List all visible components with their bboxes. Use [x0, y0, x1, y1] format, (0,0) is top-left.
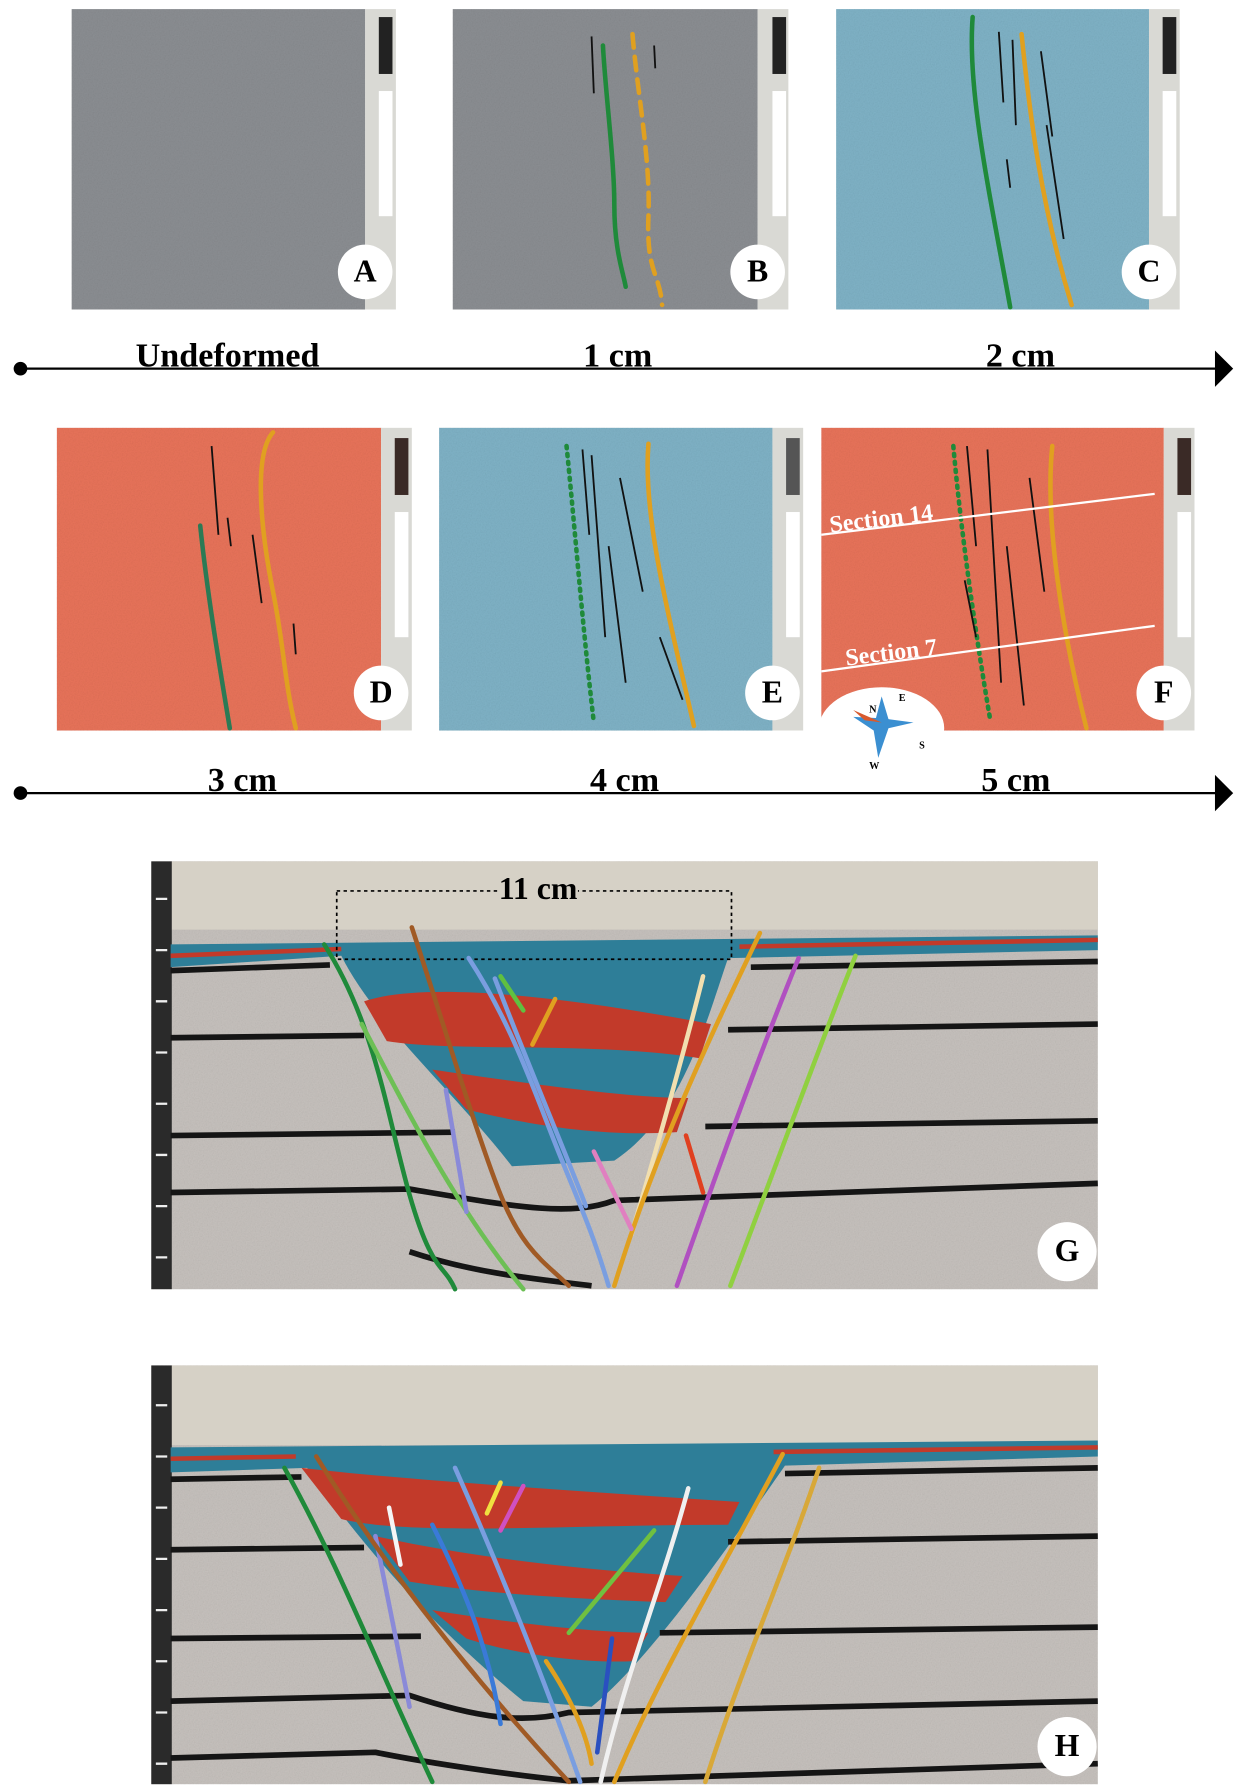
panel-d: D	[57, 428, 412, 731]
panel-letter: B	[747, 254, 768, 289]
stage-label: 3 cm	[208, 762, 277, 799]
panel-b: B	[453, 9, 789, 309]
panel-letter: H	[1055, 1728, 1080, 1763]
panel-letter: F	[1154, 675, 1173, 710]
panel-letter: C	[1137, 254, 1160, 289]
panel-g: 11 cm G	[151, 861, 1097, 1289]
panel-h: H	[151, 1365, 1097, 1784]
stage-label: Undeformed	[136, 337, 320, 374]
panel-letter: E	[762, 675, 783, 710]
figure: A B C Undeformed 1 cm 2 cm	[0, 0, 1240, 1791]
stage-label: 4 cm	[590, 762, 659, 799]
stage-label: 2 cm	[986, 337, 1055, 374]
panel-e: E	[439, 428, 803, 731]
panel-letter: D	[370, 675, 393, 710]
compass-label: E	[899, 693, 906, 704]
panel-f: Section 14 Section 7 N E S W F	[819, 428, 1194, 772]
compass-label: W	[869, 761, 880, 772]
panel-a: A	[72, 9, 396, 309]
width-label: 11 cm	[499, 871, 578, 906]
panel-letter: A	[354, 254, 377, 289]
panel-c: C	[836, 9, 1180, 309]
stage-label: 5 cm	[981, 762, 1050, 799]
compass-label: N	[869, 704, 877, 715]
compass-label: S	[919, 741, 925, 752]
timeline-1: Undeformed 1 cm 2 cm	[14, 337, 1234, 386]
stage-label: 1 cm	[583, 337, 652, 374]
page: A B C Undeformed 1 cm 2 cm	[0, 0, 1240, 1791]
timeline-2: 3 cm 4 cm 5 cm	[14, 762, 1234, 811]
panel-letter: G	[1055, 1233, 1080, 1268]
